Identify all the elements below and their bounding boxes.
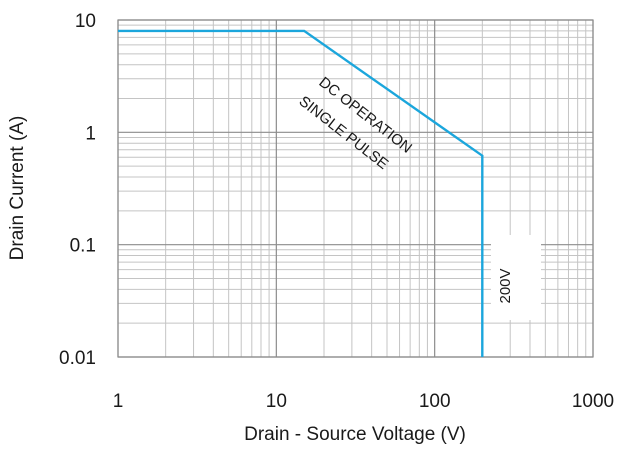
y-axis-title: Drain Current (A) [7, 116, 28, 261]
x-tick-label: 1000 [572, 391, 614, 412]
y-tick-label: 0.01 [59, 348, 96, 369]
voltage-limit-label: 200V [497, 268, 514, 303]
x-tick-label: 10 [266, 391, 287, 412]
x-tick-labels: 1 10 100 1000 [113, 391, 614, 412]
plot-frame [117, 19, 594, 358]
y-tick-label: 1 [85, 123, 96, 144]
series-line [118, 29, 484, 357]
minor-grid [118, 20, 593, 357]
y-tick-label: 10 [75, 11, 96, 32]
y-tick-label: 0.1 [70, 236, 96, 257]
x-axis-title: Drain - Source Voltage (V) [244, 424, 466, 445]
x-tick-label: 1 [113, 391, 124, 412]
x-tick-label: 100 [419, 391, 451, 412]
voltage-label-box [491, 235, 541, 320]
y-tick-labels: 0.01 0.1 1 10 [59, 11, 96, 369]
